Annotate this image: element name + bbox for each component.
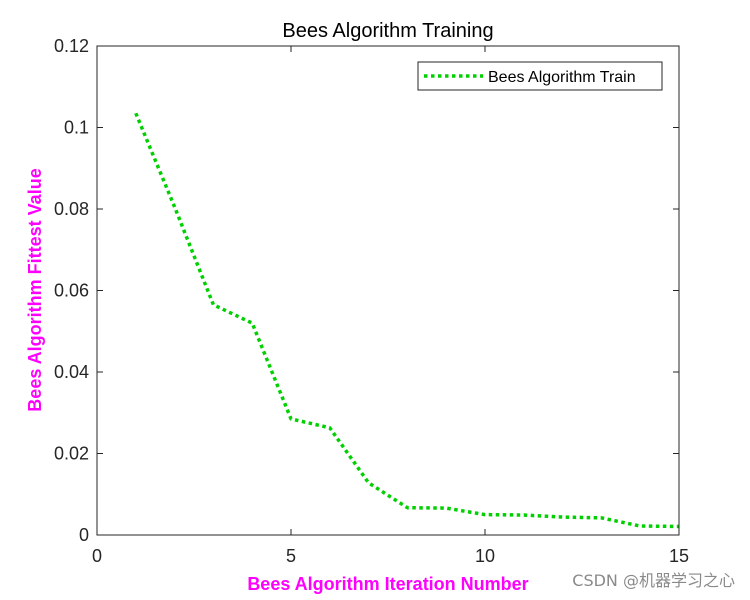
y-tick-label: 0.1: [64, 118, 89, 138]
plot-area: [97, 46, 679, 535]
x-tick-label: 5: [286, 546, 296, 566]
x-axis-label: Bees Algorithm Iteration Number: [247, 574, 528, 594]
ticks-layer: 0 5 10 15 0 0.02 0.04 0.06 0.08 0.1 0.12: [54, 36, 689, 566]
y-tick-label: 0.08: [54, 199, 89, 219]
y-tick-label: 0.12: [54, 36, 89, 56]
y-tick-label: 0.04: [54, 362, 89, 382]
x-tick-label: 0: [92, 546, 102, 566]
y-axis-label: Bees Algorithm Fittest Value: [25, 168, 45, 411]
legend-label: Bees Algorithm Train: [488, 69, 636, 86]
y-tick-label: 0: [79, 525, 89, 545]
legend: Bees Algorithm Train: [417, 61, 663, 91]
chart-title: Bees Algorithm Training: [282, 20, 493, 42]
legend-box: [417, 61, 663, 91]
watermark-text: CSDN @机器学习之心: [572, 571, 735, 590]
x-tick-label: 15: [669, 546, 689, 566]
x-tick-label: 10: [475, 546, 495, 566]
y-tick-label: 0.06: [54, 281, 89, 301]
y-tick-label: 0.02: [54, 444, 89, 464]
